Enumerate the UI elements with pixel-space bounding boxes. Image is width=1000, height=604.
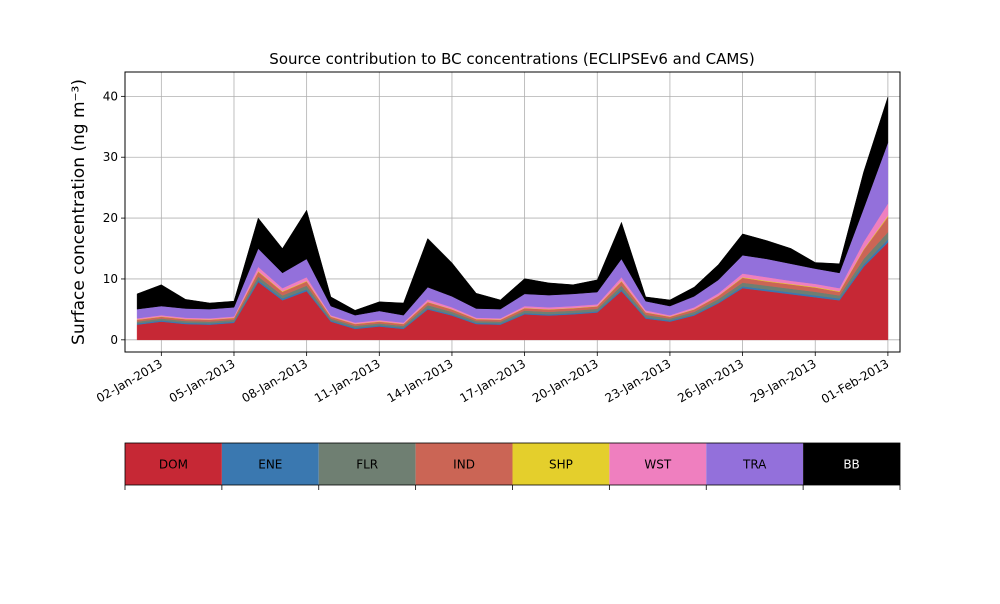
x-tick-label: 17-Jan-2013: [457, 356, 528, 405]
legend-label-ene: ENE: [258, 458, 282, 472]
y-tick-label: 40: [103, 89, 118, 103]
x-tick-label: 14-Jan-2013: [385, 356, 456, 405]
x-tick-label: 01-Feb-2013: [819, 356, 892, 406]
legend-swatch-ene: [221, 443, 319, 485]
y-axis-label: Surface concentration (ng m⁻³): [69, 79, 89, 345]
stacked-areas: [136, 96, 889, 341]
x-tick-label: 26-Jan-2013: [675, 356, 746, 405]
x-tick-label: 08-Jan-2013: [239, 356, 310, 405]
legend-label-ind: IND: [453, 458, 475, 472]
legend-label-bb: BB: [843, 458, 859, 472]
axes: 02-Jan-2013 05-Jan-2013 08-Jan-2013 11-Jan-…: [94, 71, 901, 406]
x-tick-label: 11-Jan-2013: [312, 356, 383, 405]
legend-label-dom: DOM: [159, 458, 188, 472]
x-tick-label: 29-Jan-2013: [748, 356, 819, 405]
legend-swatch-flr: [318, 443, 416, 485]
legend-label-wst: WST: [644, 458, 671, 472]
chart-title: Source contribution to BC concentrations…: [269, 50, 754, 68]
plot-frame: [124, 71, 901, 353]
legend-frame: [124, 442, 901, 486]
legend-swatch-tra: [706, 443, 804, 485]
legend-label-tra: TRA: [742, 458, 767, 472]
x-tick-label: 20-Jan-2013: [530, 356, 601, 405]
legend-label-shp: SHP: [549, 458, 573, 472]
y-tick-label: 20: [103, 211, 118, 225]
legend-swatch-bb: [803, 443, 900, 485]
legend-swatch-dom: [125, 443, 222, 485]
legend-swatch-ind: [415, 443, 513, 485]
y-tick-label: 10: [103, 272, 118, 286]
y-tick-label: 30: [103, 150, 118, 164]
legend-swatch-wst: [609, 443, 707, 485]
legend-colorbar: DOM ENE FLR IND SHP WST TRA BB: [124, 442, 901, 490]
y-tick-label: 0: [110, 333, 118, 347]
legend-swatch-shp: [512, 443, 610, 485]
legend-label-flr: FLR: [356, 458, 378, 472]
x-tick-label: 02-Jan-2013: [94, 356, 165, 405]
x-tick-label: 23-Jan-2013: [603, 356, 674, 405]
x-tick-label: 05-Jan-2013: [167, 356, 238, 405]
area-bb: [136, 96, 889, 316]
